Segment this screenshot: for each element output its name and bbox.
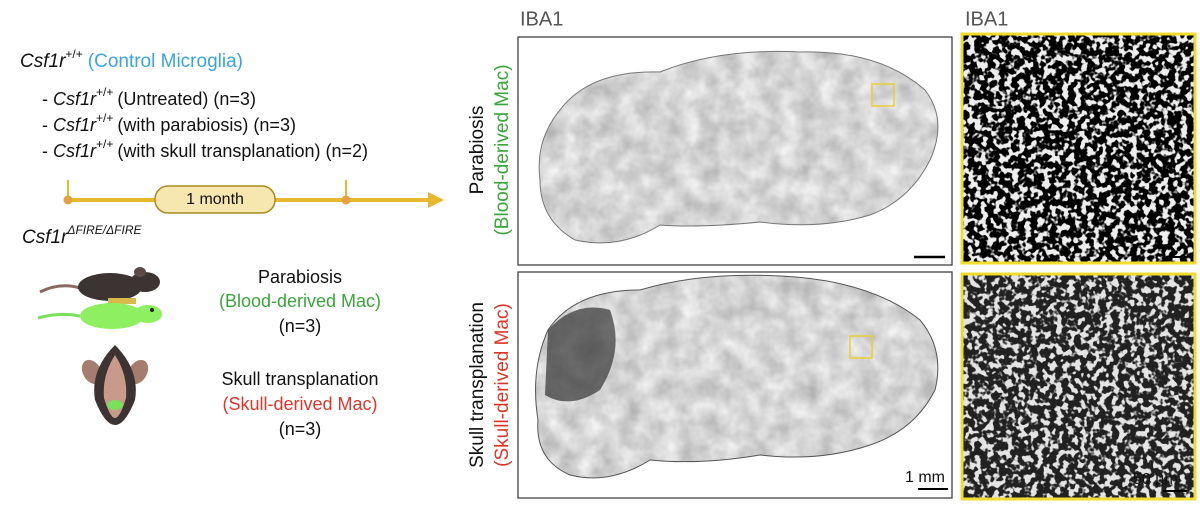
scale-bar-label: 1 mm: [905, 469, 945, 486]
parabiosis-mice: [37, 267, 162, 329]
control-line: Csf1r+/+ (Control Microglia): [20, 47, 243, 72]
condition: (with parabiosis) (n=3): [117, 115, 296, 135]
model-source: (Skull-derived Mac): [222, 394, 377, 414]
microglia-panel: [960, 32, 1197, 265]
row-source: (Blood-derived Mac): [492, 64, 513, 235]
row-labels: Parabiosis (Blood-derived Mac) Skull tra…: [467, 64, 513, 467]
gene: Csf1r: [53, 141, 97, 161]
condition: (Untreated) (n=3): [117, 89, 256, 109]
brain-panel: 1 mm: [517, 271, 953, 499]
dash: -: [42, 115, 48, 135]
row-source: (Skull-derived Mac): [492, 303, 513, 467]
model-n: (n=3): [279, 419, 322, 439]
model-labels: Parabiosis (Blood-derived Mac) (n=3) Sku…: [219, 267, 381, 439]
genotype-sup: +/+: [96, 111, 113, 125]
model-name: Skull transplanation: [221, 369, 378, 389]
microglia-panel: 50 µm: [960, 272, 1197, 501]
column-title: IBA1: [965, 8, 1008, 30]
group-item: - Csf1r+/+ (with skull transplanation) (n=…: [42, 137, 368, 161]
scale-bar-label: 50 µm: [1133, 471, 1178, 488]
timeline-dot: [341, 195, 351, 205]
condition: (with skull transplanation) (n=2): [117, 141, 368, 161]
gene: Csf1r: [53, 89, 97, 109]
group-item: - Csf1r+/+ (Untreated) (n=3): [42, 85, 256, 109]
row-name: Skull transplanation: [467, 302, 488, 468]
column-title: IBA1: [520, 8, 563, 30]
timeline: 1 month: [63, 180, 444, 214]
duration-pill: [154, 185, 276, 214]
genotype-sup: +/+: [65, 47, 82, 61]
dash: -: [42, 141, 48, 161]
dash: -: [42, 89, 48, 109]
genotype-sup: +/+: [96, 85, 113, 99]
gene: Csf1r: [53, 115, 97, 135]
control-label: (Control Microglia): [88, 51, 243, 72]
gene: Csf1r: [20, 51, 66, 72]
row-name: Parabiosis: [467, 106, 488, 195]
model-name: Parabiosis: [258, 267, 342, 287]
duration-label: 1 month: [186, 191, 244, 208]
brain-panel: [517, 36, 953, 266]
genotype-sup: +/+: [96, 137, 113, 151]
model-n: (n=3): [279, 316, 322, 336]
model-source: (Blood-derived Mac): [219, 291, 381, 311]
timeline-arrow: [428, 192, 444, 208]
mutant-line: Csf1rΔFIRE/ΔFIRE: [22, 223, 143, 248]
skull-mouse: [81, 345, 149, 425]
timeline-dot: [63, 195, 73, 205]
group-item: - Csf1r+/+ (with parabiosis) (n=3): [42, 111, 296, 135]
gene: Csf1r: [22, 227, 68, 248]
genotype-sup: ΔFIRE/ΔFIRE: [66, 223, 142, 237]
group-list: - Csf1r+/+ (Untreated) (n=3) - Csf1r+/+ (wit…: [42, 85, 368, 161]
